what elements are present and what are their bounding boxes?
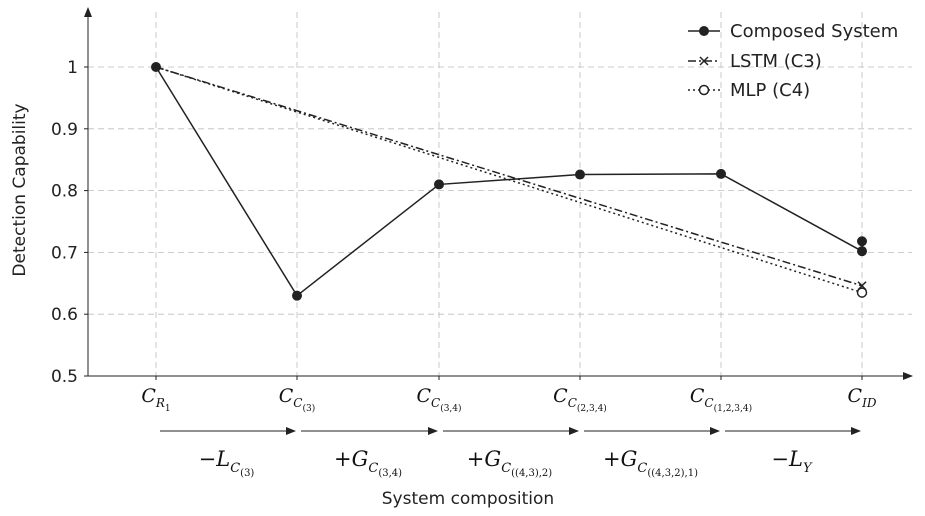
y-tick-label: 1: [67, 58, 78, 78]
grid: [88, 12, 912, 376]
y-ticks: 0.5 0.6 0.7 0.8 0.9 1: [51, 58, 88, 387]
legend-label: LSTM (C3): [730, 51, 822, 72]
data-point: [856, 287, 868, 298]
x-tick-label: CC(3,4): [416, 385, 461, 414]
step-label: +GC(3,4): [334, 447, 402, 479]
x-tick-label: CID: [848, 385, 877, 410]
step-label: −LY: [771, 447, 813, 476]
legend-label: MLP (C4): [730, 80, 810, 101]
data-point: [434, 179, 444, 190]
x-tick-label: CC(2,3,4): [553, 385, 607, 414]
x-tick-label: CC(3): [279, 385, 315, 414]
x-categories: CR1 CC(3) CC(3,4) CC(2,3,4) CC(1,2,3,4) CID: [141, 376, 877, 414]
legend: Composed System LSTM (C3) MLP (C4): [688, 21, 898, 101]
data-point: [292, 290, 302, 301]
data-point: [857, 236, 867, 247]
data-point: [857, 281, 867, 291]
step-label: −LC(3): [199, 447, 255, 479]
step-label: +GC((4,3,2),1): [603, 447, 698, 479]
legend-marker: [699, 26, 709, 36]
data-point: [575, 169, 585, 180]
y-tick-label: 0.6: [51, 305, 78, 325]
x-tick-label: CR1: [141, 385, 170, 414]
legend-label: Composed System: [730, 21, 898, 42]
y-tick-label: 0.9: [51, 120, 78, 140]
step-label: +GC((4,3),2): [467, 447, 552, 479]
x-tick-label: CC(1,2,3,4): [690, 385, 752, 414]
series-layer: [151, 62, 868, 301]
composition-steps: −LC(3) +GC(3,4) +GC((4,3),2) +GC((4,3,2),1)…: [160, 427, 861, 479]
y-axis-label: Detection Capability: [10, 103, 30, 276]
data-point: [716, 168, 726, 179]
x-axis-label: System composition: [382, 489, 554, 509]
data-point: [151, 62, 161, 72]
y-tick-label: 0.7: [51, 243, 78, 263]
y-tick-label: 0.8: [51, 182, 78, 202]
legend-marker: [699, 56, 709, 66]
series-line: [155, 66, 863, 287]
legend-marker: [698, 84, 710, 96]
y-tick-label: 0.5: [51, 367, 78, 387]
series-line: [155, 66, 863, 297]
